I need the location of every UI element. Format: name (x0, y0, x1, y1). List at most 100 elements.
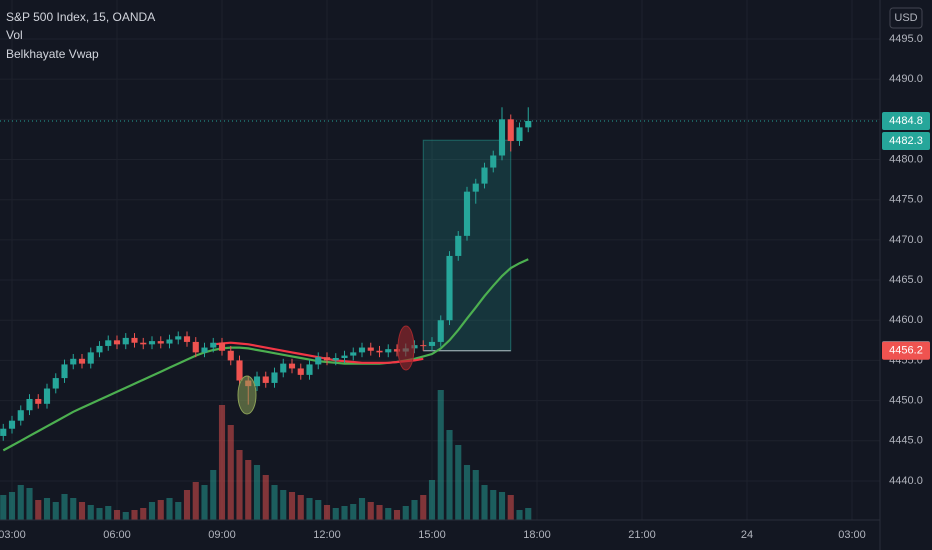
volume-bar (157, 500, 164, 520)
candle-body (315, 357, 322, 365)
candle-body (105, 340, 112, 346)
candle-body (481, 167, 488, 184)
volume-bar (218, 405, 226, 520)
volume-bar (210, 470, 217, 520)
candle-body (297, 368, 304, 375)
candle-body (411, 345, 418, 349)
volume-bar (70, 498, 77, 520)
currency-label[interactable]: USD (894, 12, 917, 24)
candle-body (350, 352, 357, 356)
volume-bar (280, 490, 287, 520)
volume-bar (367, 502, 374, 520)
volume-bar (341, 506, 348, 520)
volume-bar (245, 460, 252, 520)
candle-body (201, 347, 208, 353)
y-tick-label: 4460.0 (889, 314, 923, 326)
volume-bar (253, 465, 261, 520)
candle-body (183, 336, 191, 342)
candle-body (262, 376, 269, 383)
volume-bar (166, 498, 173, 520)
volume-bar (297, 495, 304, 520)
price-label: 4456.2 (889, 345, 923, 357)
volume-bar (26, 488, 33, 520)
volume-bar (113, 510, 121, 520)
candle-body (455, 235, 462, 256)
indicator-label: Vol (6, 28, 23, 42)
volume-bar (446, 430, 453, 520)
volume-bar (350, 504, 357, 520)
candle-body (113, 340, 121, 345)
candle-body (385, 349, 392, 353)
volume-bar (463, 465, 471, 520)
candle-body (323, 357, 331, 361)
volume-bar (105, 506, 112, 520)
volume-bar (455, 445, 462, 520)
price-label-bg (882, 132, 930, 151)
currency-button[interactable] (889, 7, 923, 29)
volume-bar (96, 508, 103, 520)
volume-bar (78, 502, 86, 520)
candle-body (148, 341, 156, 345)
volume-bar (61, 494, 68, 520)
x-tick-label: 12:00 (313, 529, 341, 541)
volume-bar (236, 450, 243, 520)
price-label-bg (882, 341, 930, 360)
volume-bar (393, 510, 401, 520)
volume-bar (516, 510, 523, 520)
candle-body (507, 119, 514, 142)
volume-bar (35, 500, 42, 520)
volume-bar (358, 498, 366, 520)
candle-body (437, 320, 444, 342)
candle-body (35, 398, 42, 404)
candle-body (490, 155, 497, 168)
candle-body (175, 336, 182, 340)
volume-bar (175, 502, 182, 520)
candle-body (78, 358, 86, 364)
candle-body (61, 364, 68, 379)
volume-bar (306, 498, 313, 520)
y-tick-label: 4465.0 (889, 274, 923, 286)
volume-bar (428, 480, 436, 520)
y-tick-label: 4490.0 (889, 73, 923, 85)
candle-body (341, 355, 348, 358)
volume-bar (472, 470, 479, 520)
chart-title: S&P 500 Index, 15, OANDA (6, 10, 155, 24)
volume-bar (288, 492, 296, 520)
candle-body (463, 191, 471, 236)
candle-body (367, 347, 374, 351)
candle-body (140, 342, 147, 345)
x-tick-label: 03:00 (838, 529, 866, 541)
volume-bar (52, 502, 59, 520)
annotation-ellipse (237, 375, 257, 415)
volume-bar (0, 495, 7, 520)
candle-body (280, 363, 287, 373)
candle-body (166, 339, 173, 344)
candle-body (122, 337, 129, 345)
volume-bar (402, 506, 409, 520)
volume-bar (411, 500, 418, 520)
x-tick-label: 18:00 (523, 529, 551, 541)
candle-body (218, 342, 226, 351)
volume-bar (227, 425, 234, 520)
volume-bar (525, 508, 532, 520)
candle-body (428, 341, 436, 346)
volume-bar (43, 498, 51, 520)
price-label: 4482.3 (889, 135, 923, 147)
candle-body (288, 363, 296, 369)
x-tick-label: 06:00 (103, 529, 131, 541)
volume-bar (148, 502, 156, 520)
y-tick-label: 4450.0 (889, 394, 923, 406)
y-tick-label: 4475.0 (889, 194, 923, 206)
volume-bar (332, 508, 339, 520)
volume-bar (490, 490, 497, 520)
candle-body (393, 349, 401, 352)
volume-bar (315, 500, 322, 520)
candle-body (306, 364, 313, 375)
candle-body (498, 119, 506, 156)
x-tick-label: 09:00 (208, 529, 236, 541)
candle-body (17, 410, 24, 421)
candle-body (525, 120, 532, 128)
candle-body (446, 255, 453, 321)
volume-bar (262, 475, 269, 520)
candle-body (420, 345, 427, 347)
